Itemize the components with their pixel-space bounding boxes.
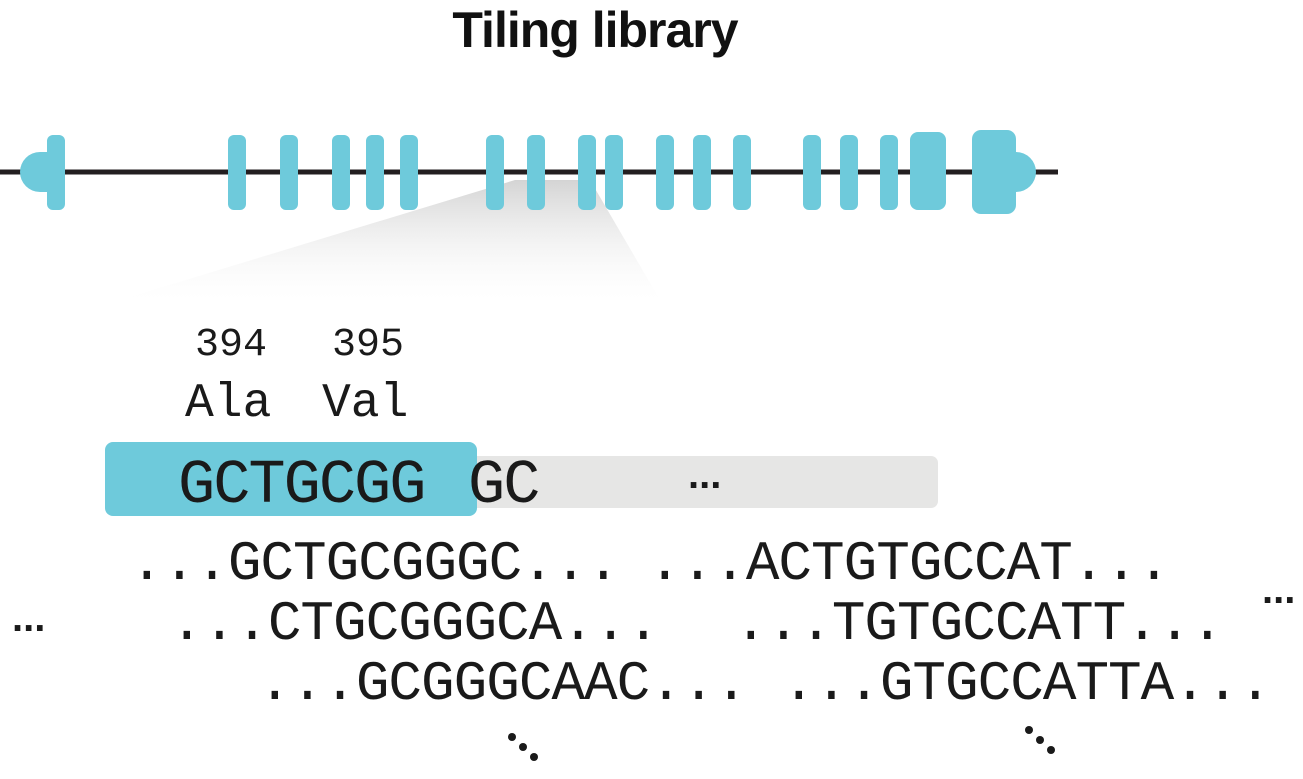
exon [910,132,946,210]
continuation-dot [1047,746,1055,754]
continuation-dot [1025,726,1033,734]
guide-sequence-rest: GC [468,450,540,521]
exon [840,135,858,210]
exon [366,135,384,210]
tile-right-1: ...ACTGTGCCAT... [648,532,1171,596]
tile-left-3: ...GCGGGCAAC... [258,652,748,716]
exon [527,135,545,210]
zoom-wedge [120,180,660,300]
exon [972,130,1016,214]
exon [605,135,623,210]
exon [228,135,246,210]
continuation-dot [1036,736,1044,744]
exon [47,135,65,210]
exon [803,135,821,210]
diagram-title: Tiling library [452,2,738,58]
exon [578,135,596,210]
tile-left-1: ...GCTGCGGGC... [130,532,620,596]
exon [880,135,898,210]
exon [280,135,298,210]
amino-acid-ala: Ala [185,377,272,431]
guide-ellipsis: ... [688,453,722,497]
exon [486,135,504,210]
exon [400,135,418,210]
tile-right-2: ...TGTGCCATT... [734,592,1224,656]
exon [332,135,350,210]
codon-position-395: 395 [332,323,405,368]
guide-sequence-highlighted: GCTGCGG [178,450,426,521]
tile-left-2: ...CTGCGGGCA... [170,592,660,656]
side-ellipsis-left: ... [12,596,46,640]
exon [693,135,711,210]
side-ellipsis-right: ... [1262,568,1296,612]
exon [733,135,751,210]
tile-right-3: ...GTGCCATTA... [782,652,1272,716]
guide-highlight [105,442,477,516]
amino-acid-val: Val [322,377,409,431]
exon [656,135,674,210]
continuation-dot [530,753,538,761]
continuation-dot [508,733,516,741]
guide-background [470,456,938,508]
continuation-dot [519,743,527,751]
codon-position-394: 394 [195,323,268,368]
